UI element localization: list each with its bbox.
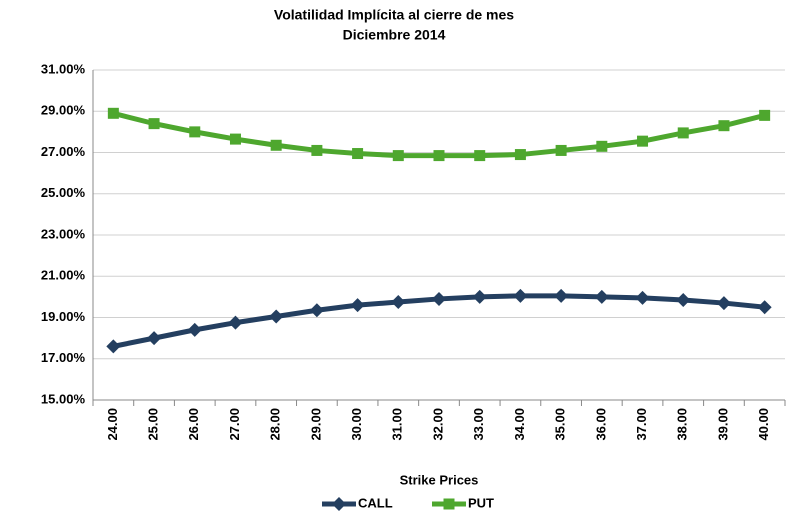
data-point xyxy=(311,144,323,156)
data-point xyxy=(269,309,284,324)
x-tick-label: 36.00 xyxy=(593,408,608,441)
series-line xyxy=(112,110,766,159)
data-point xyxy=(554,288,569,303)
x-tick-label: 26.00 xyxy=(186,408,201,441)
data-point xyxy=(637,135,649,147)
data-point xyxy=(189,126,201,138)
x-tick-label: 34.00 xyxy=(512,408,527,441)
x-tick-label: 28.00 xyxy=(268,408,283,441)
x-tick-label: 33.00 xyxy=(471,408,486,441)
data-point xyxy=(555,144,567,156)
y-tick-label: 25.00% xyxy=(41,185,86,200)
data-point xyxy=(514,149,526,161)
x-tick-label: 31.00 xyxy=(390,408,405,441)
y-tick-label: 23.00% xyxy=(41,226,86,241)
x-tick-label: 24.00 xyxy=(105,408,120,441)
data-point xyxy=(676,292,691,307)
y-tick-label: 19.00% xyxy=(41,309,86,324)
data-point xyxy=(635,290,650,305)
data-point xyxy=(148,118,160,130)
x-tick-label: 35.00 xyxy=(553,408,568,441)
data-point xyxy=(350,298,365,313)
y-tick-label: 17.00% xyxy=(41,350,86,365)
legend-marker xyxy=(443,498,455,510)
chart-title: Volatilidad Implícita al cierre de mes xyxy=(274,7,514,23)
x-tick-label: 39.00 xyxy=(715,408,730,441)
x-tick-label: 30.00 xyxy=(349,408,364,441)
data-point xyxy=(352,148,364,160)
y-tick-label: 27.00% xyxy=(41,144,86,159)
y-tick-label: 29.00% xyxy=(41,103,86,118)
data-point xyxy=(513,288,528,303)
data-point xyxy=(718,120,730,132)
chart-subtitle: Diciembre 2014 xyxy=(343,27,446,43)
x-axis-label: Strike Prices xyxy=(400,472,479,487)
data-point xyxy=(392,150,404,162)
data-point xyxy=(147,331,162,346)
x-tick-label: 38.00 xyxy=(675,408,690,441)
legend-label: PUT xyxy=(468,495,494,510)
y-tick-label: 15.00% xyxy=(41,391,86,406)
x-tick-label: 37.00 xyxy=(634,408,649,441)
y-tick-label: 21.00% xyxy=(41,268,86,283)
data-point xyxy=(433,150,445,162)
data-point xyxy=(474,150,486,162)
data-point xyxy=(716,296,731,311)
data-point xyxy=(596,140,608,152)
data-point xyxy=(270,139,282,151)
x-tick-label: 25.00 xyxy=(145,408,160,441)
data-point xyxy=(391,295,406,310)
data-point xyxy=(309,303,324,318)
data-point xyxy=(228,315,243,330)
data-point xyxy=(106,339,121,354)
data-point xyxy=(187,322,202,337)
x-tick-label: 32.00 xyxy=(430,408,445,441)
data-point xyxy=(229,133,241,145)
legend-marker xyxy=(332,497,346,511)
x-tick-label: 40.00 xyxy=(756,408,771,441)
data-point xyxy=(757,300,772,315)
data-point xyxy=(759,109,771,121)
data-point xyxy=(107,107,119,119)
data-point xyxy=(677,127,689,139)
data-point xyxy=(432,291,446,306)
legend-label: CALL xyxy=(358,495,393,510)
data-point xyxy=(472,289,487,304)
y-tick-label: 31.00% xyxy=(41,61,86,76)
x-tick-label: 27.00 xyxy=(227,408,242,441)
data-point xyxy=(594,289,609,304)
x-tick-label: 29.00 xyxy=(308,408,323,441)
